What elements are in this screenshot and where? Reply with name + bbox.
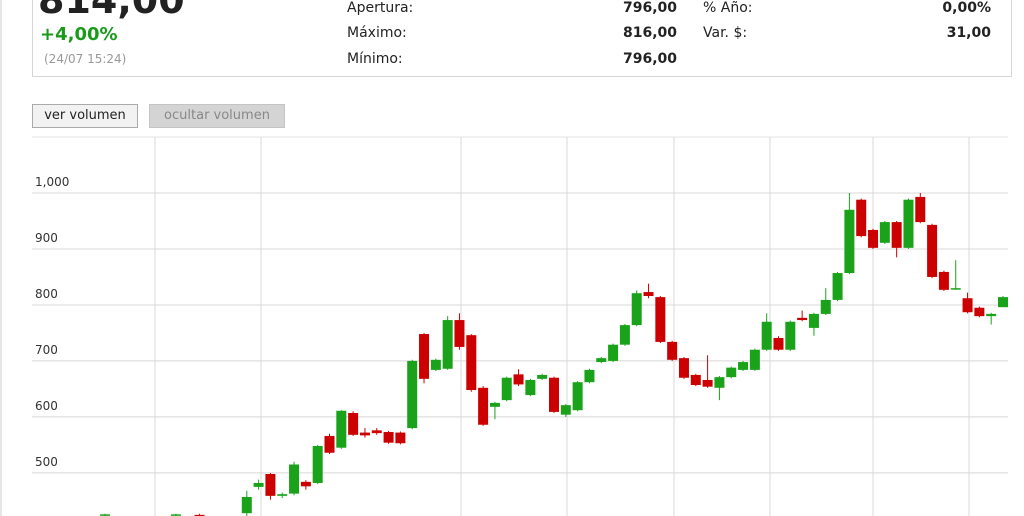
candle-body	[690, 374, 701, 386]
candle-body	[714, 377, 725, 388]
stat-value: 796,00	[622, 0, 677, 16]
show-volume-button[interactable]: ver volumen	[32, 104, 138, 128]
candle-body	[808, 313, 819, 328]
candle-body	[962, 298, 973, 313]
y-tick-label: 500	[35, 455, 58, 469]
candle-body	[879, 222, 890, 243]
candle-body	[324, 435, 335, 453]
stat-label: Mínimo:	[347, 51, 403, 67]
candle-body	[383, 432, 394, 443]
x-grid	[154, 137, 970, 516]
candle-body	[525, 379, 536, 396]
stat-value: 796,00	[622, 51, 677, 67]
candle-body	[348, 412, 359, 435]
candle-body	[537, 374, 548, 379]
candle-body	[797, 317, 808, 321]
candle-body	[336, 410, 347, 448]
candle-body	[359, 432, 370, 436]
candle-body	[194, 514, 205, 516]
candle-body	[986, 313, 997, 317]
candle-body	[572, 382, 583, 411]
candle-body	[478, 387, 489, 425]
candle-body	[560, 405, 571, 415]
candle-body	[820, 299, 831, 314]
stat-label: % Año:	[703, 0, 753, 16]
stat-value: 816,00	[622, 25, 677, 41]
candle-body	[300, 481, 311, 487]
candle-body	[643, 292, 654, 296]
candle-body	[856, 199, 867, 237]
candle-body	[749, 349, 760, 370]
stat-label: Apertura:	[347, 0, 414, 16]
candle-body	[265, 474, 276, 496]
candle-body	[549, 377, 559, 412]
candle-body	[761, 321, 772, 350]
candle-body	[950, 288, 961, 290]
candle-body	[241, 496, 252, 514]
candle-body	[312, 446, 323, 483]
candle-body	[454, 320, 465, 347]
candle-body	[608, 344, 619, 361]
stat-label: Máximo:	[347, 25, 407, 41]
candle-body	[596, 358, 607, 363]
candle-body	[619, 325, 630, 345]
candle-body	[915, 196, 926, 223]
candle-body	[489, 402, 500, 407]
candle-body	[584, 369, 595, 383]
hide-volume-button[interactable]: ocultar volumen	[149, 104, 285, 128]
y-tick-label: 700	[35, 343, 58, 357]
candle-body	[631, 293, 642, 326]
candle-body	[785, 321, 796, 350]
candle-body	[726, 367, 737, 378]
candle-body	[832, 273, 843, 300]
y-tick-label: 600	[35, 399, 58, 413]
candle-body	[868, 229, 879, 248]
candle-body	[513, 374, 524, 385]
candle-body	[277, 494, 288, 496]
candle-body	[974, 307, 985, 317]
candle-body	[289, 464, 300, 494]
timestamp: (24/07 15:24)	[44, 52, 127, 66]
candle-body	[891, 222, 902, 248]
candle-body	[938, 271, 949, 290]
stat-label: Var. $:	[703, 25, 748, 41]
candle-body	[170, 514, 181, 516]
y-tick-label: 1,000	[35, 175, 69, 189]
y-tick-label: 800	[35, 287, 58, 301]
candle-body	[430, 359, 441, 370]
candle-body	[371, 430, 382, 434]
candle-body	[100, 514, 110, 516]
candle-body	[419, 334, 430, 379]
candle-body	[655, 297, 666, 342]
candle-body	[927, 224, 938, 277]
candle-body	[903, 199, 914, 248]
candle-body	[395, 432, 406, 444]
candle-body	[844, 209, 855, 274]
candle-body	[253, 482, 264, 487]
y-tick-label: 900	[35, 231, 58, 245]
candle-body	[501, 377, 512, 401]
candle-body	[702, 379, 713, 387]
stat-value: 31,00	[946, 25, 991, 41]
price: 814,00	[38, 0, 185, 22]
candle-body	[442, 320, 453, 369]
change: +4,00%	[40, 24, 118, 45]
candle-body	[466, 335, 477, 391]
candle-body	[407, 360, 418, 429]
candle-body	[773, 337, 784, 350]
candle-body	[667, 341, 678, 360]
candle-body	[678, 358, 689, 378]
stat-value: 0,00%	[942, 0, 991, 16]
candle-body	[998, 297, 1008, 308]
candle-body	[738, 362, 749, 370]
quote-panel	[32, 0, 1012, 77]
